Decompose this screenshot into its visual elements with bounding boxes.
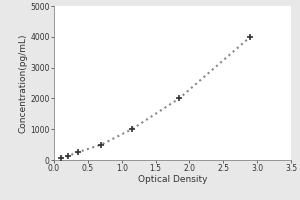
Y-axis label: Concentration(pg/mL): Concentration(pg/mL) — [19, 33, 28, 133]
X-axis label: Optical Density: Optical Density — [138, 175, 207, 184]
